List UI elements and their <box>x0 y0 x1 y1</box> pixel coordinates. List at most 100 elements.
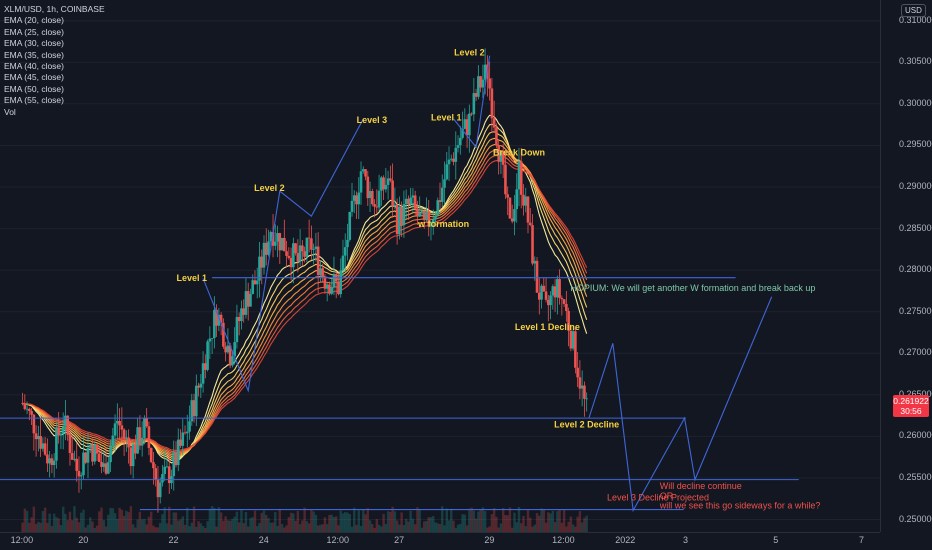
volume-bar <box>445 508 448 532</box>
candle <box>501 150 505 165</box>
volume-bar <box>511 527 514 532</box>
horizontal-levels[interactable] <box>0 277 799 511</box>
volume-bar <box>576 516 579 532</box>
candle <box>66 415 69 435</box>
volume-bar <box>213 507 216 532</box>
candle <box>179 439 182 446</box>
annotation-label: Will decline continue <box>660 481 742 491</box>
volume-bar <box>262 510 266 532</box>
chart-area[interactable]: Level 1 Level 2 Level 3 Level 2 Level 1 Break… <box>0 0 880 532</box>
volume-bar <box>219 512 223 532</box>
candle <box>504 164 507 195</box>
candle <box>560 297 564 300</box>
candle <box>533 260 537 264</box>
candlesticks <box>21 48 588 513</box>
volume-bar <box>222 520 225 532</box>
annotation-label: Level 1 <box>431 113 462 123</box>
volume-bar <box>544 522 548 532</box>
volume-bar <box>156 527 160 532</box>
volume-bar <box>43 507 47 532</box>
candle <box>154 468 157 480</box>
candle <box>192 400 196 417</box>
candle <box>224 346 227 353</box>
volume-bar <box>165 523 169 532</box>
legend-volume[interactable]: Vol <box>4 106 16 117</box>
volume-bar <box>373 527 376 532</box>
volume-bar <box>145 524 148 532</box>
volume-bar <box>580 522 584 532</box>
legend-ema-25[interactable]: EMA (25, close) <box>4 26 64 37</box>
ema-45-line <box>22 149 588 455</box>
volume-bar <box>199 523 203 532</box>
candle <box>55 427 58 461</box>
volume-bar <box>267 518 270 532</box>
volume-bar <box>420 527 424 532</box>
volume-bar <box>436 523 439 532</box>
volume-bar <box>201 525 205 532</box>
volume-bar <box>163 507 166 532</box>
volume-bar <box>226 520 230 532</box>
time-tick: 24 <box>258 535 269 545</box>
candle <box>389 178 392 181</box>
candle <box>422 210 426 221</box>
volume-bar <box>174 512 178 532</box>
volume-bar <box>501 508 505 532</box>
volume-bar <box>118 507 121 532</box>
legend-ema-50[interactable]: EMA (50, close) <box>4 83 64 94</box>
volume-bar <box>400 512 403 532</box>
volume-bar <box>499 523 503 532</box>
currency-badge[interactable]: USD <box>901 4 926 17</box>
volume-bar <box>183 524 187 532</box>
volume-bar <box>208 508 212 532</box>
volume-bar <box>113 513 117 532</box>
legend-ema-55[interactable]: EMA (55, close) <box>4 95 64 106</box>
volume-bar <box>508 507 512 532</box>
legend-ema-20[interactable]: EMA (20, close) <box>4 15 64 26</box>
volume-bar <box>172 512 175 532</box>
volume-bar <box>224 516 227 532</box>
indicator-legend[interactable]: XLM/USD, 1h, COINBASE EMA (20, close) EM… <box>4 4 105 118</box>
volume-bar <box>515 522 518 532</box>
annotation-label: Level 3 <box>357 115 388 125</box>
volume-bar <box>242 523 245 532</box>
volume-bar <box>425 521 428 532</box>
legend-ema-45[interactable]: EMA (45, close) <box>4 72 64 83</box>
legend-ema-30[interactable]: EMA (30, close) <box>4 38 64 49</box>
volume-bar <box>32 506 36 532</box>
candle <box>325 284 329 289</box>
candle <box>206 341 209 370</box>
volume-bar <box>287 517 291 532</box>
volume-bar <box>578 511 582 532</box>
time-tick: 2022 <box>615 535 636 545</box>
candle <box>526 196 530 223</box>
candle <box>233 342 236 357</box>
volume-bar <box>371 524 374 532</box>
legend-ema-35[interactable]: EMA (35, close) <box>4 49 64 60</box>
volume-bar <box>30 517 33 532</box>
candle <box>251 280 255 294</box>
price-chart[interactable]: Level 1 Level 2 Level 3 Level 2 Level 1 Break… <box>0 0 880 532</box>
volume-bar <box>143 518 146 532</box>
volume-bar <box>48 513 51 532</box>
volume-bar <box>39 522 42 532</box>
legend-ema-40[interactable]: EMA (40, close) <box>4 61 64 72</box>
candle <box>183 432 187 434</box>
candle <box>310 238 313 250</box>
volume-bar <box>75 517 78 532</box>
candle <box>361 169 365 172</box>
symbol-title[interactable]: XLM/USD, 1h, COINBASE <box>4 4 105 14</box>
last-price-label: 0.261922 30:56 <box>893 395 929 417</box>
volume-bar <box>274 512 277 532</box>
pattern-lines[interactable] <box>202 55 491 393</box>
projection-path[interactable] <box>588 296 773 513</box>
time-axis[interactable]: 12:00 20 22 24 12:00 27 29 12:00 2022 3 5 7 <box>0 532 880 550</box>
volume-bar <box>375 519 379 532</box>
candle <box>330 287 333 294</box>
volume-bar <box>265 515 268 532</box>
candle <box>75 458 79 471</box>
volume-bar <box>122 515 126 532</box>
